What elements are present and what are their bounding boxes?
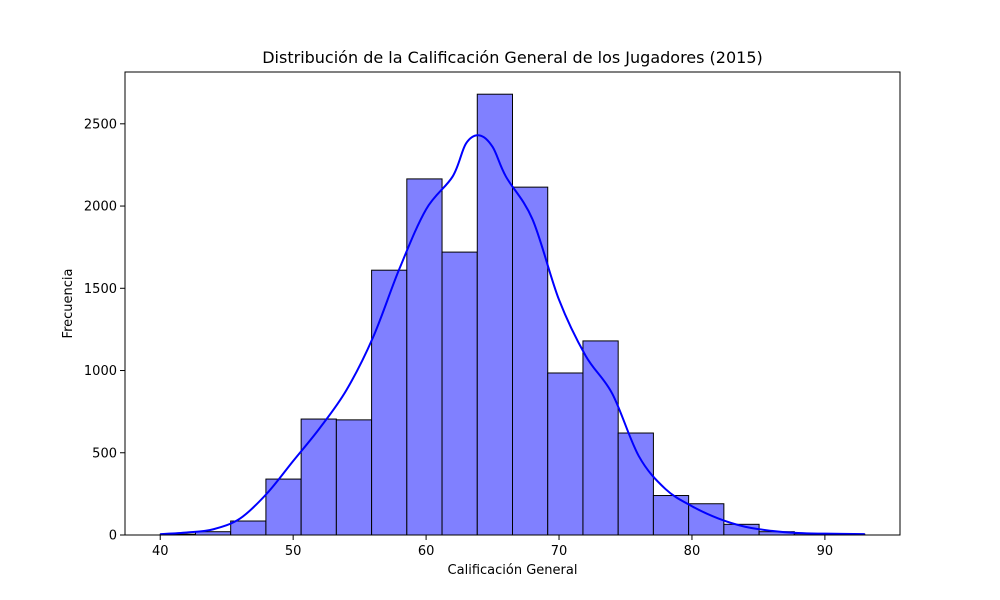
histogram-bar-11 [547, 372, 584, 536]
histogram-bar-10 [512, 186, 549, 536]
histogram-bar-4 [300, 418, 337, 536]
x-tick-label-0: 40 [152, 544, 169, 559]
plot-area-frame [124, 71, 901, 536]
kde-curve [160, 134, 865, 536]
x-tick-label-4: 80 [684, 544, 701, 559]
y-tick-label-2: 1000 [84, 364, 117, 379]
histogram-bar-12 [582, 340, 619, 536]
x-axis-ticks: 40 50 60 70 80 90 [152, 535, 833, 559]
x-axis-label: Calificación General [448, 563, 578, 578]
x-tick-label-1: 50 [285, 544, 302, 559]
x-tick-label-3: 70 [551, 544, 568, 559]
histogram-bar-9 [476, 93, 514, 536]
x-tick-label-5: 90 [817, 544, 834, 559]
histogram-bar-6 [371, 269, 408, 536]
y-axis-label: Frecuencia [61, 269, 76, 339]
y-tick-label-4: 2000 [84, 200, 117, 215]
histogram-bar-5 [335, 419, 373, 536]
histogram-bar-2 [230, 520, 267, 536]
y-tick-label-1: 500 [92, 446, 117, 461]
y-tick-label-5: 2500 [84, 117, 117, 132]
y-tick-label-3: 1500 [84, 282, 117, 297]
y-axis-ticks: 0 500 1000 1500 2000 2500 [84, 117, 125, 544]
histogram-bar-7 [406, 178, 443, 536]
chart-title: Distribución de la Calificación General … [262, 48, 763, 67]
histogram-bar-8 [441, 251, 478, 536]
x-tick-label-2: 60 [418, 544, 435, 559]
y-tick-label-0: 0 [109, 529, 117, 544]
histogram-bars [159, 93, 866, 536]
